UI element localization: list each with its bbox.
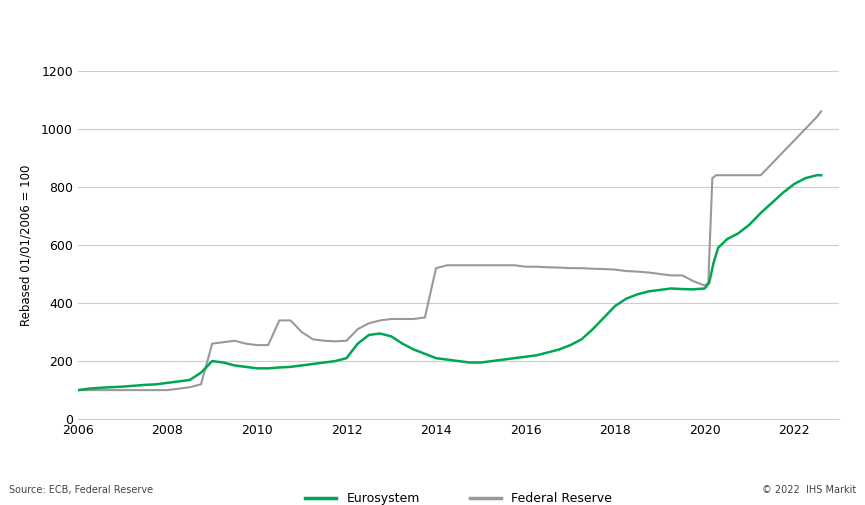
Legend: Eurosystem, Federal Reserve: Eurosystem, Federal Reserve <box>300 487 617 505</box>
Text: Chart 4: Faster post-pandemic balance sheet expansions: Chart 4: Faster post-pandemic balance sh… <box>10 21 543 39</box>
Y-axis label: Rebased 01/01/2006 = 100: Rebased 01/01/2006 = 100 <box>20 164 33 326</box>
Text: © 2022  IHS Markit: © 2022 IHS Markit <box>762 485 856 495</box>
Text: Source: ECB, Federal Reserve: Source: ECB, Federal Reserve <box>9 485 153 495</box>
